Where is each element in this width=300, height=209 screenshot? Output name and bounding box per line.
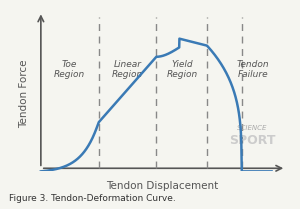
Text: Tendon Force: Tendon Force: [19, 60, 29, 128]
Text: Tendon
Failure: Tendon Failure: [237, 60, 269, 79]
Text: SCIENCE: SCIENCE: [237, 125, 267, 131]
Text: Tendon Displacement: Tendon Displacement: [106, 181, 218, 191]
Text: Figure 3. Tendon-Deformation Curve.: Figure 3. Tendon-Deformation Curve.: [9, 194, 176, 203]
Text: SPORT: SPORT: [229, 134, 275, 147]
Text: Yield
Region: Yield Region: [167, 60, 198, 79]
Text: Linear
Region: Linear Region: [112, 60, 143, 79]
Text: Toe
Region: Toe Region: [54, 60, 85, 79]
